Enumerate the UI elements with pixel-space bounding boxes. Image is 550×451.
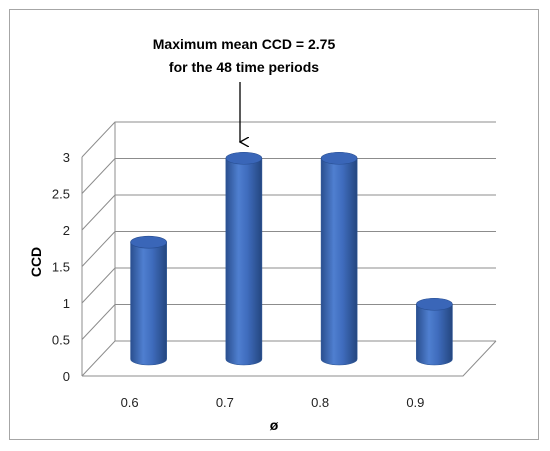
annotation-line-2: for the 48 time periods — [169, 59, 319, 75]
x-tick-label: 0.8 — [311, 395, 329, 410]
x-tick-label: 0.9 — [406, 395, 424, 410]
y-tick-label: 3 — [63, 150, 70, 165]
axes — [81, 122, 497, 377]
bar-body — [320, 157, 358, 366]
y-tick-label: 2 — [63, 223, 70, 238]
y-tick-label: 0.5 — [52, 333, 70, 348]
chart-frame — [9, 9, 539, 440]
gridline — [81, 194, 496, 231]
bar-0.8 — [320, 151, 358, 366]
tick-labels: 0 0.5 1 1.5 2 2.5 3 0.6 0.7 0.8 0.9 — [52, 150, 424, 410]
bars — [130, 151, 453, 366]
bar-body — [416, 303, 453, 366]
bar-body — [130, 241, 167, 366]
x-tick-label: 0.7 — [216, 395, 234, 410]
x-axis-title: ø — [270, 417, 279, 433]
y-tick-label: 0 — [63, 369, 70, 384]
bar-top — [130, 235, 167, 249]
x-tick-label: 0.6 — [121, 395, 139, 410]
bar-0.7 — [225, 151, 263, 366]
bar-body — [225, 157, 263, 366]
y-tick-label: 1.5 — [52, 260, 70, 275]
y-tick-label: 2.5 — [52, 187, 70, 202]
y-tick-label: 1 — [63, 296, 70, 311]
bar-top — [320, 151, 358, 165]
floor-edge — [82, 340, 497, 377]
bar-top — [416, 297, 453, 311]
annotation-line-1: Maximum mean CCD = 2.75 — [153, 36, 336, 52]
bar-top — [225, 151, 263, 165]
gridline — [81, 121, 496, 158]
y-axis-title: CCD — [28, 247, 44, 277]
bar-0.6 — [130, 235, 167, 366]
bar-0.9 — [416, 297, 453, 366]
gridline — [81, 158, 496, 194]
